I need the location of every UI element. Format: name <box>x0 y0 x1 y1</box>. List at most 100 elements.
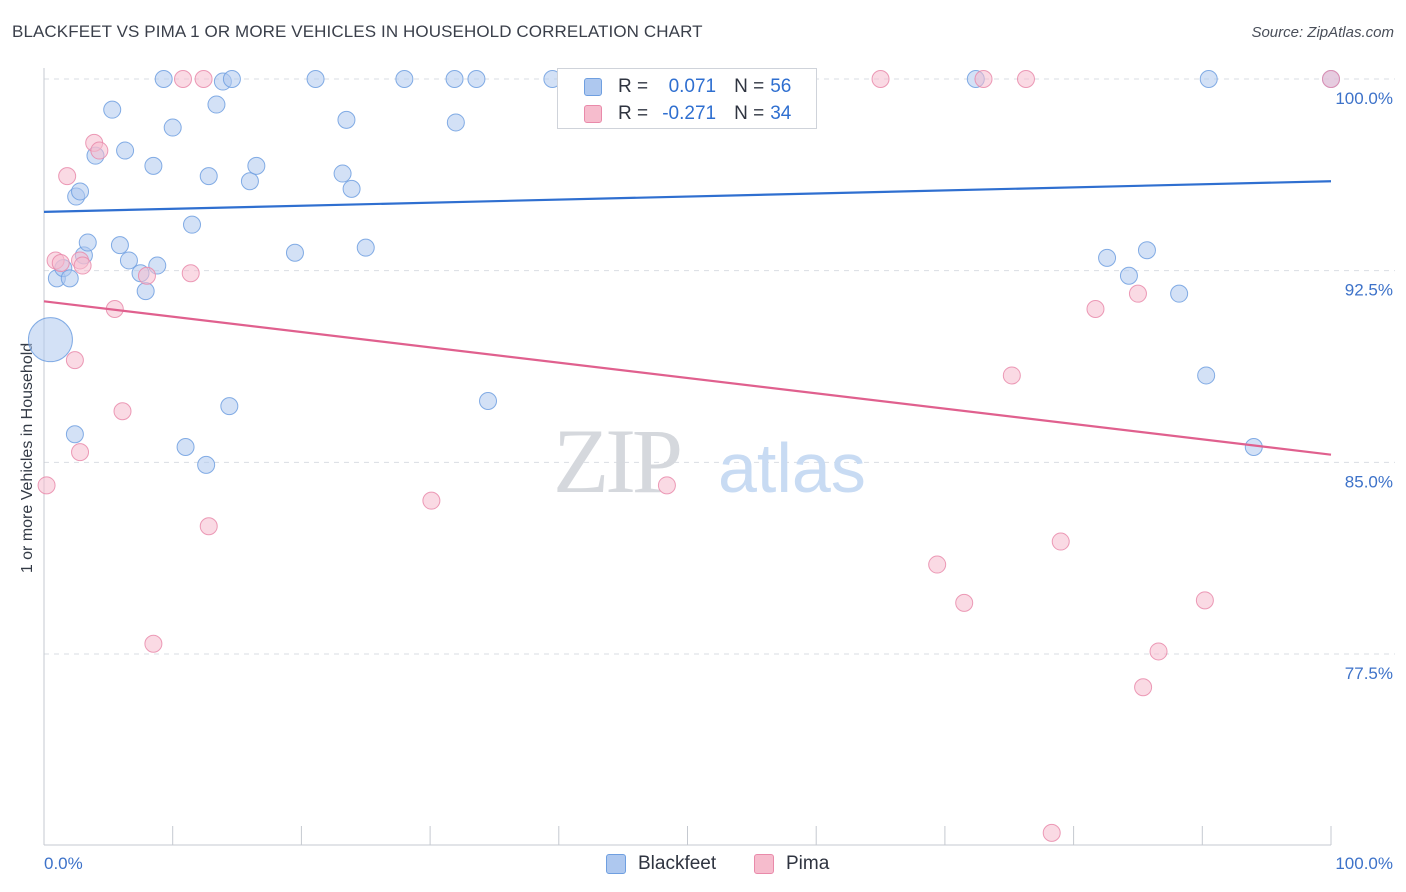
legend-r-label: R = <box>618 76 649 97</box>
legend-swatch-blackfeet <box>606 854 626 874</box>
blackfeet-point <box>71 182 90 201</box>
pima-point <box>73 256 92 275</box>
tick-label-layer: 77.5% 85.0% 92.5% 100.0% 0.0% 100.0% <box>44 89 1393 873</box>
blackfeet-point <box>183 215 202 234</box>
blackfeet-point <box>445 70 464 88</box>
blackfeet-point <box>136 282 155 301</box>
legend-n-value: 56 <box>770 76 792 97</box>
axis-layer <box>43 68 1332 846</box>
blackfeet-point <box>240 172 259 191</box>
pima-point <box>871 70 890 88</box>
legend-row-blackfeet: R = 0.071 N = 56 <box>584 75 791 99</box>
x-tick-label: 100.0% <box>1335 854 1393 873</box>
trend-layer <box>43 180 1332 456</box>
pima-point <box>173 70 192 88</box>
pima-point <box>1051 532 1070 551</box>
chart-source: Source: ZipAtlas.com <box>1251 24 1394 41</box>
blackfeet-point <box>60 269 79 288</box>
pima-point <box>65 351 84 370</box>
pima-point <box>51 254 70 272</box>
blackfeet-point <box>116 141 135 160</box>
legend-label-pima: Pima <box>786 853 830 874</box>
pima-point <box>1016 70 1035 88</box>
x-tick-label: 0.0% <box>44 854 83 873</box>
watermark-atlas: atlas <box>718 429 866 507</box>
chart-title: BLACKFEET VS PIMA 1 OR MORE VEHICLES IN … <box>12 22 703 41</box>
pima-point <box>37 476 56 495</box>
pima-trend-line <box>43 300 1332 456</box>
legend-r-value: -0.271 <box>662 103 717 124</box>
blackfeet-point <box>197 455 216 474</box>
blackfeet-point <box>103 100 122 119</box>
legend-item-pima[interactable]: Pima <box>754 852 829 876</box>
pima-point <box>113 402 132 421</box>
blackfeet-point <box>1137 241 1156 260</box>
points-layer <box>27 70 1340 842</box>
pima-point <box>71 443 90 462</box>
blackfeet-point <box>247 156 266 175</box>
legend-row-pima: R = -0.271 N = 34 <box>584 102 791 126</box>
blackfeet-point <box>176 438 195 456</box>
legend-r-value: 0.071 <box>668 76 717 97</box>
blackfeet-point <box>119 251 138 270</box>
blackfeet-point <box>199 167 218 186</box>
legend-swatch-blackfeet <box>584 78 602 96</box>
blackfeet-point <box>1098 248 1117 267</box>
pima-point <box>137 266 156 285</box>
y-tick-label: 92.5% <box>1345 281 1393 300</box>
blackfeet-point <box>285 243 304 262</box>
y-tick-label: 85.0% <box>1345 472 1393 491</box>
blackfeet-point <box>333 164 352 183</box>
pima-point <box>657 476 676 495</box>
blackfeet-trend-line <box>43 180 1332 213</box>
blackfeet-point <box>27 317 73 363</box>
series-legend: Blackfeet Pima <box>0 852 1406 878</box>
blackfeet-point <box>1119 266 1138 285</box>
legend-label-blackfeet: Blackfeet <box>638 853 717 874</box>
blackfeet-point <box>356 238 375 257</box>
blackfeet-point <box>467 70 486 88</box>
legend-n-value: 34 <box>770 103 792 124</box>
blackfeet-point <box>479 392 498 410</box>
legend-n-label: N = <box>734 76 765 97</box>
watermark-zip: ZIP <box>553 410 680 512</box>
blackfeet-point <box>306 70 325 88</box>
blackfeet-point <box>1197 366 1216 385</box>
pima-point <box>90 141 109 160</box>
legend-r-label: R = <box>618 103 649 124</box>
pima-point <box>955 593 974 612</box>
pima-point <box>1134 678 1153 697</box>
blackfeet-point <box>222 70 241 88</box>
pima-point <box>181 264 200 283</box>
pima-point <box>194 70 213 88</box>
blackfeet-point <box>78 233 97 252</box>
stats-legend: R = 0.071 N = 56 R = -0.271 N = 34 <box>557 68 817 129</box>
legend-n-label: N = <box>734 103 765 124</box>
blackfeet-point <box>337 110 356 129</box>
blackfeet-point <box>144 156 163 175</box>
pima-point <box>1128 284 1147 303</box>
pima-point <box>199 517 218 536</box>
legend-swatch-pima <box>754 854 774 874</box>
blackfeet-point <box>65 425 84 444</box>
pima-point <box>1195 591 1214 610</box>
pima-point <box>58 167 77 186</box>
pima-point <box>974 70 993 88</box>
blackfeet-point <box>395 70 414 88</box>
legend-item-blackfeet[interactable]: Blackfeet <box>606 852 716 876</box>
y-tick-label: 100.0% <box>1335 89 1393 108</box>
blackfeet-point <box>342 179 361 198</box>
blackfeet-point <box>154 70 173 88</box>
pima-point <box>144 634 163 653</box>
blackfeet-point <box>163 118 182 137</box>
pima-point <box>1086 300 1105 318</box>
pima-point <box>1149 642 1168 661</box>
grid-layer <box>44 78 1395 655</box>
pima-point <box>1002 366 1021 385</box>
blackfeet-point <box>1170 284 1189 303</box>
pima-point <box>1042 823 1061 842</box>
pima-point <box>1322 70 1340 88</box>
blackfeet-point <box>110 236 129 255</box>
